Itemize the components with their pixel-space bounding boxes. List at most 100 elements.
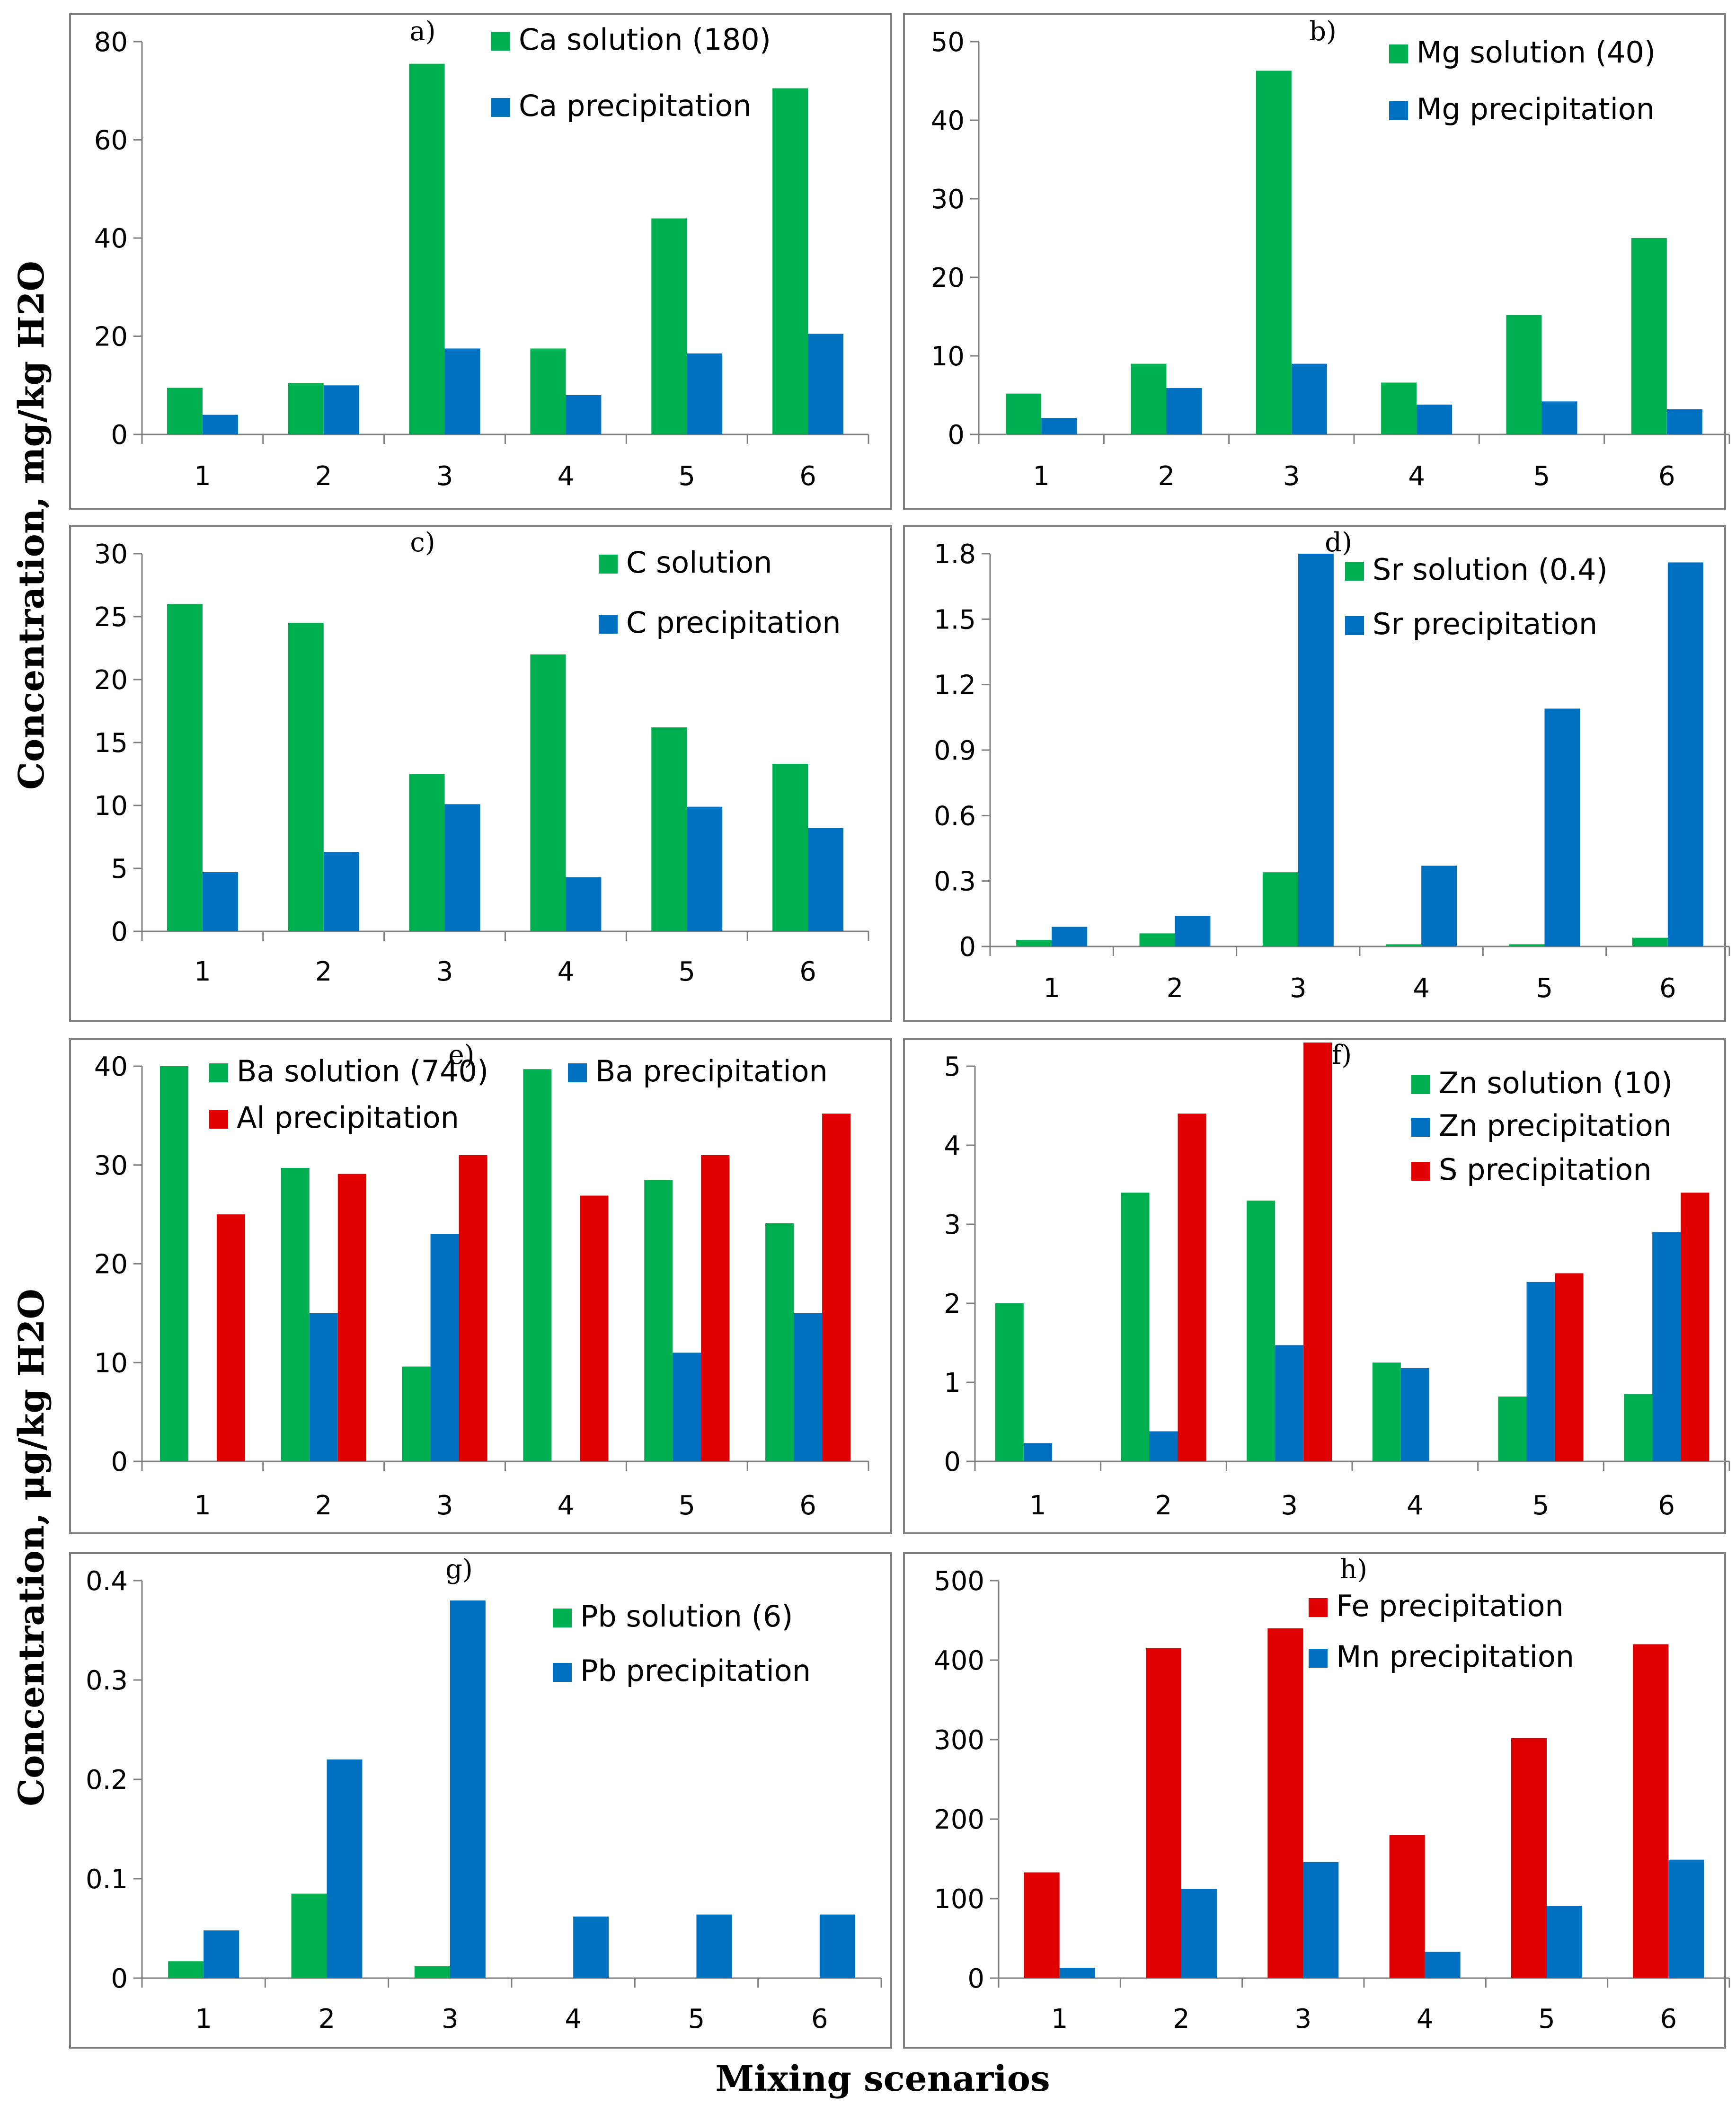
y-tick-label: 20 xyxy=(94,665,128,696)
y-tick-label: 30 xyxy=(94,1150,128,1181)
bar-c-green xyxy=(167,604,203,931)
bar-d-green xyxy=(1509,944,1545,946)
legend-entry: Mn precipitation xyxy=(1336,1639,1574,1674)
bar-a-blue xyxy=(566,395,602,434)
bar-b-green xyxy=(1006,393,1042,434)
x-tick-label: 4 xyxy=(565,2004,582,2034)
bar-h-red xyxy=(1511,1738,1547,1978)
y-tick-label: 2 xyxy=(944,1289,961,1319)
bar-e-red xyxy=(459,1155,487,1461)
y-tick-label: 0 xyxy=(944,1447,961,1477)
x-tick-label: 5 xyxy=(678,461,695,492)
x-tick-label: 1 xyxy=(194,461,211,492)
legend-swatch xyxy=(209,1063,228,1082)
y-tick-label: 20 xyxy=(94,1249,128,1280)
bar-h-red xyxy=(1146,1648,1181,1978)
bar-f-green xyxy=(995,1303,1024,1461)
bar-c-blue xyxy=(687,806,723,931)
legend-swatch xyxy=(1345,562,1364,581)
bar-a-green xyxy=(530,348,566,434)
x-tick-label: 1 xyxy=(194,1490,211,1521)
y-tick-label: 40 xyxy=(94,1052,128,1082)
x-tick-label: 2 xyxy=(315,1490,332,1521)
panel-frame xyxy=(903,1038,1726,1534)
bar-e-red xyxy=(337,1174,366,1461)
x-tick-label: 3 xyxy=(1283,461,1300,492)
bar-e-green xyxy=(159,1066,188,1461)
legend-entry: Zn precipitation xyxy=(1439,1108,1672,1143)
x-tick-label: 3 xyxy=(436,956,453,987)
legend-swatch xyxy=(599,615,618,634)
bar-d-blue xyxy=(1667,562,1703,946)
y-tick-label: 15 xyxy=(94,728,128,759)
x-tick-label: 2 xyxy=(319,2004,336,2034)
y-tick-label: 100 xyxy=(934,1884,984,1915)
bar-d-blue xyxy=(1421,866,1457,946)
bar-h-blue xyxy=(1181,1889,1217,1978)
y-tick-label: 20 xyxy=(94,322,128,353)
bar-b-green xyxy=(1256,71,1292,435)
y-tick-label: 20 xyxy=(931,263,965,293)
x-tick-label: 5 xyxy=(1536,973,1553,1004)
bar-e-red xyxy=(701,1155,730,1461)
x-tick-label: 4 xyxy=(1408,461,1425,492)
y-tick-label: 0 xyxy=(948,420,965,451)
bar-a-blue xyxy=(808,334,844,434)
legend-entry: Zn solution (10) xyxy=(1439,1066,1673,1100)
bar-a-green xyxy=(167,388,203,434)
bar-a-green xyxy=(772,88,808,434)
chart-panel-e: 0 10 20 30 40 1 2 3 4 5 6 e)Ba solution (740) Ba pre… xyxy=(69,1038,892,1534)
y-tick-label: 4 xyxy=(944,1131,961,1161)
legend-swatch xyxy=(599,555,618,574)
bar-f-red xyxy=(1555,1273,1584,1461)
legend-swatch xyxy=(209,1110,228,1129)
chart-panel-d: 00.30.60.91.21.51.81 2 3 4 5 6d)Sr solution (… xyxy=(903,525,1730,1022)
legend-entry: Fe precipitation xyxy=(1336,1589,1564,1623)
y-tick-label: 400 xyxy=(934,1645,984,1676)
x-tick-label: 5 xyxy=(678,956,695,987)
x-tick-label: 3 xyxy=(436,461,453,492)
legend-entry: S precipitation xyxy=(1439,1152,1652,1187)
panel-frame xyxy=(903,1552,1726,2049)
bar-e-blue xyxy=(309,1313,338,1461)
legend: Mg solution (40) Mg precipitation xyxy=(1389,35,1656,126)
bar-g-green xyxy=(168,1961,204,1978)
x-tick-label: 4 xyxy=(1407,1490,1424,1521)
legend: Zn solution (10) Zn precipitation S precip… xyxy=(1411,1066,1673,1187)
bar-e-blue xyxy=(430,1234,459,1461)
bar-g-blue xyxy=(696,1914,732,1978)
y-tick-label: 25 xyxy=(94,602,128,633)
bar-e-green xyxy=(402,1366,431,1461)
bar-a-blue xyxy=(323,385,359,434)
x-tick-label: 1 xyxy=(1029,1490,1046,1521)
legend-entry: Ba precipitation xyxy=(595,1054,828,1088)
legend-entry: Al precipitation xyxy=(237,1100,459,1135)
y-tick-label: 0.2 xyxy=(86,1765,128,1795)
x-tick-label: 2 xyxy=(1173,2004,1190,2034)
x-tick-label: 1 xyxy=(195,2004,212,2034)
bar-c-green xyxy=(772,764,808,931)
y-tick-label: 1.2 xyxy=(934,670,976,701)
x-tick-label: 4 xyxy=(558,1490,575,1521)
x-tick-label: 3 xyxy=(1290,973,1307,1004)
bar-b-blue xyxy=(1541,401,1577,434)
legend-swatch xyxy=(1345,616,1364,635)
legend: Ba solution (740) Ba precipitation Al prec… xyxy=(209,1054,828,1135)
y-tick-label: 500 xyxy=(934,1566,984,1597)
y-tick-label: 0 xyxy=(111,1447,128,1477)
bar-h-blue xyxy=(1303,1862,1339,1978)
legend-entry: Mg solution (40) xyxy=(1417,35,1656,70)
x-tick-label: 1 xyxy=(1051,2004,1068,2034)
y-tick-label: 40 xyxy=(94,223,128,254)
bar-b-blue xyxy=(1166,388,1202,434)
legend-entry: Ca solution (180) xyxy=(519,22,771,57)
x-tick-label: 1 xyxy=(194,956,211,987)
x-tick-label: 6 xyxy=(811,2004,828,2034)
panel-frame xyxy=(69,1038,892,1534)
legend-swatch xyxy=(1309,1598,1328,1617)
bar-c-blue xyxy=(202,872,238,931)
panel-frame xyxy=(69,13,892,510)
x-axis-title: Mixing scenarios xyxy=(715,2059,1050,2099)
y-tick-label: 1.8 xyxy=(934,539,976,570)
